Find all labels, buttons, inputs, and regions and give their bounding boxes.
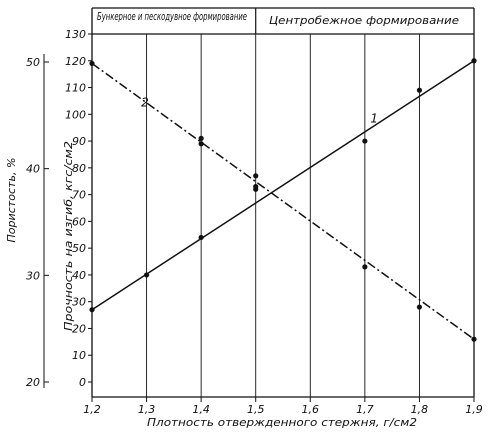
y-tick-label: 130 (65, 28, 86, 41)
data-point (416, 304, 423, 310)
plot-frame (91, 7, 475, 398)
y-tick-label: 120 (65, 55, 86, 68)
y2-axis-ticks: 20 30 40 50 (26, 54, 49, 389)
y2-tick-label: 30 (26, 269, 40, 282)
y-tick-label: 100 (65, 108, 86, 121)
data-point (471, 58, 477, 64)
y-tick-label: 70 (72, 189, 86, 202)
data-point (253, 173, 259, 179)
y-axis-title: Прочность на изгиб, кгс/см2 (62, 141, 75, 331)
y-tick-label: 0 (79, 376, 86, 389)
y2-axis-title: Пористость, % (5, 158, 18, 243)
y-tick-label: 50 (72, 242, 86, 255)
y-tick-label: 90 (72, 135, 86, 148)
y-tick-label: 10 (72, 349, 86, 362)
grid (146, 34, 420, 397)
x-tick-label: 1,9 (465, 403, 483, 416)
series-label: 2 (141, 95, 149, 109)
y2-tick-label: 50 (26, 56, 40, 69)
data-point (89, 60, 95, 67)
y-tick-label: 20 (72, 322, 86, 335)
series-layer: 12 (89, 58, 477, 342)
y-tick-label: 80 (72, 162, 86, 175)
y-tick-label: 40 (72, 269, 86, 282)
x-axis-title: Плотность отвержденного стержня, г/см2 (147, 416, 417, 429)
x-tick-label: 1,2 (83, 403, 101, 416)
x-tick-label: 1,4 (192, 403, 210, 416)
data-point (253, 183, 259, 190)
region-label-bunker: Бункерное и пескодувное формирование (97, 10, 247, 23)
x-tick-label: 1,3 (138, 403, 156, 416)
x-tick-label: 1,8 (411, 403, 429, 416)
series-2: 2 (89, 60, 477, 342)
data-point (89, 307, 95, 313)
x-tick-label: 1,6 (302, 403, 320, 416)
region-label-centrifugal: Центробежное формирование (269, 14, 459, 27)
x-tick-label: 1,5 (247, 403, 265, 416)
series-line (91, 62, 475, 340)
data-point (198, 135, 204, 141)
y-axis-ticks: 0 10 20 30 40 50 60 70 80 90 100 110 120 130 (65, 28, 92, 389)
series-1: 1 (89, 58, 477, 313)
y-tick-label: 30 (72, 296, 86, 309)
data-point (416, 87, 423, 93)
data-point (143, 272, 150, 278)
series-line (91, 60, 475, 311)
x-axis-ticks: 1,2 1,3 1,4 1,5 1,6 1,7 1,8 1,9 (83, 397, 483, 416)
y2-tick-label: 20 (26, 376, 40, 389)
data-point (198, 141, 204, 147)
data-point (362, 138, 368, 144)
data-point (362, 264, 368, 270)
y-tick-label: 110 (65, 82, 86, 95)
y2-tick-label: 40 (26, 163, 40, 176)
series-label: 1 (370, 111, 378, 125)
data-point (198, 234, 204, 241)
y-tick-label: 60 (72, 215, 86, 228)
x-tick-label: 1,7 (356, 403, 374, 416)
data-point (471, 336, 477, 342)
